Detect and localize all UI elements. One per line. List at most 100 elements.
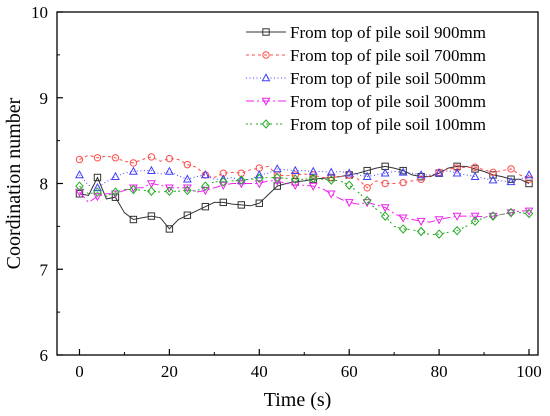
data-point (75, 155, 84, 164)
data-point (489, 171, 497, 179)
x-tick-label: 60 (341, 362, 358, 381)
data-point (380, 168, 390, 177)
data-point (471, 163, 479, 171)
data-point (470, 171, 480, 180)
legend-marker (261, 119, 271, 129)
data-point (399, 166, 407, 175)
data-point (291, 171, 299, 179)
data-point (326, 175, 336, 185)
data-point (183, 211, 192, 219)
series-line (79, 168, 530, 189)
data-point (93, 193, 102, 202)
data-point (506, 176, 516, 186)
series-4 (75, 177, 534, 227)
data-point (326, 167, 336, 176)
data-point (362, 171, 372, 180)
data-point (488, 211, 498, 221)
data-point (111, 187, 120, 197)
data-point (416, 217, 426, 227)
legend-label: From top of pile soil 900mm (290, 23, 486, 42)
data-point (344, 180, 354, 190)
data-point (470, 216, 480, 226)
x-tick-label: 80 (431, 362, 448, 381)
series-line (79, 180, 529, 223)
data-point (128, 166, 138, 175)
data-point (93, 187, 102, 197)
data-point (182, 174, 192, 183)
data-point (146, 180, 156, 189)
data-point (200, 187, 210, 196)
legend-marker (262, 51, 270, 59)
data-point (470, 212, 480, 221)
data-point (219, 198, 228, 207)
x-tick-label: 100 (516, 362, 542, 381)
data-point (129, 184, 138, 195)
data-point (93, 182, 102, 192)
data-point (146, 165, 156, 174)
data-point (201, 202, 210, 211)
data-point (398, 167, 408, 176)
data-point (165, 186, 174, 196)
data-point (254, 180, 264, 189)
series-line (79, 154, 530, 189)
x-tick-label: 40 (251, 362, 268, 381)
data-point (237, 201, 246, 209)
data-point (236, 180, 246, 189)
data-point (308, 182, 318, 191)
data-point (362, 195, 372, 206)
data-point (398, 224, 408, 234)
data-point (147, 212, 156, 220)
series-3 (75, 164, 534, 192)
data-point (129, 215, 138, 224)
data-point (165, 225, 174, 233)
data-point (525, 179, 533, 188)
data-point (200, 170, 210, 179)
data-point (380, 211, 390, 221)
legend-label: From top of pile soil 500mm (290, 69, 486, 88)
y-tick-label: 8 (40, 175, 49, 194)
data-point (218, 181, 228, 191)
data-point (237, 175, 246, 185)
data-point (183, 185, 192, 196)
data-point (452, 168, 462, 177)
data-point (452, 212, 462, 221)
data-point (506, 207, 516, 218)
legend-label: From top of pile soil 300mm (290, 92, 486, 111)
y-tick-label: 6 (40, 346, 49, 365)
data-point (308, 173, 318, 184)
legend-label: From top of pile soil 700mm (290, 46, 486, 65)
legend-label: From top of pile soil 100mm (290, 115, 486, 134)
data-point (110, 171, 120, 180)
y-tick-label: 7 (40, 260, 49, 279)
data-point (219, 177, 228, 187)
data-point (111, 193, 120, 201)
data-point (525, 175, 533, 183)
series-line (79, 165, 530, 230)
axes-layer: 0 20 40 60 80 100 6 7 8 9 10 (31, 3, 542, 381)
data-point (344, 168, 354, 177)
y-tick-label: 10 (31, 3, 48, 22)
data-point (272, 164, 282, 173)
x-tick-label: 20 (161, 362, 178, 381)
x-tick-label: 0 (75, 362, 84, 381)
data-point (183, 160, 192, 169)
data-point (290, 165, 300, 174)
data-point (344, 199, 354, 208)
data-point (93, 154, 102, 162)
data-point (290, 181, 300, 191)
data-point (93, 173, 102, 182)
data-point (327, 173, 335, 182)
data-point (290, 174, 300, 184)
data-point (308, 166, 318, 175)
series-layer (75, 153, 534, 239)
data-point (164, 166, 174, 175)
data-point (147, 186, 156, 196)
data-point (75, 170, 84, 179)
data-point (452, 225, 462, 236)
data-point (434, 216, 444, 225)
data-point (453, 164, 461, 172)
data-point (255, 199, 263, 207)
data-point (273, 182, 281, 190)
data-point (381, 179, 389, 188)
